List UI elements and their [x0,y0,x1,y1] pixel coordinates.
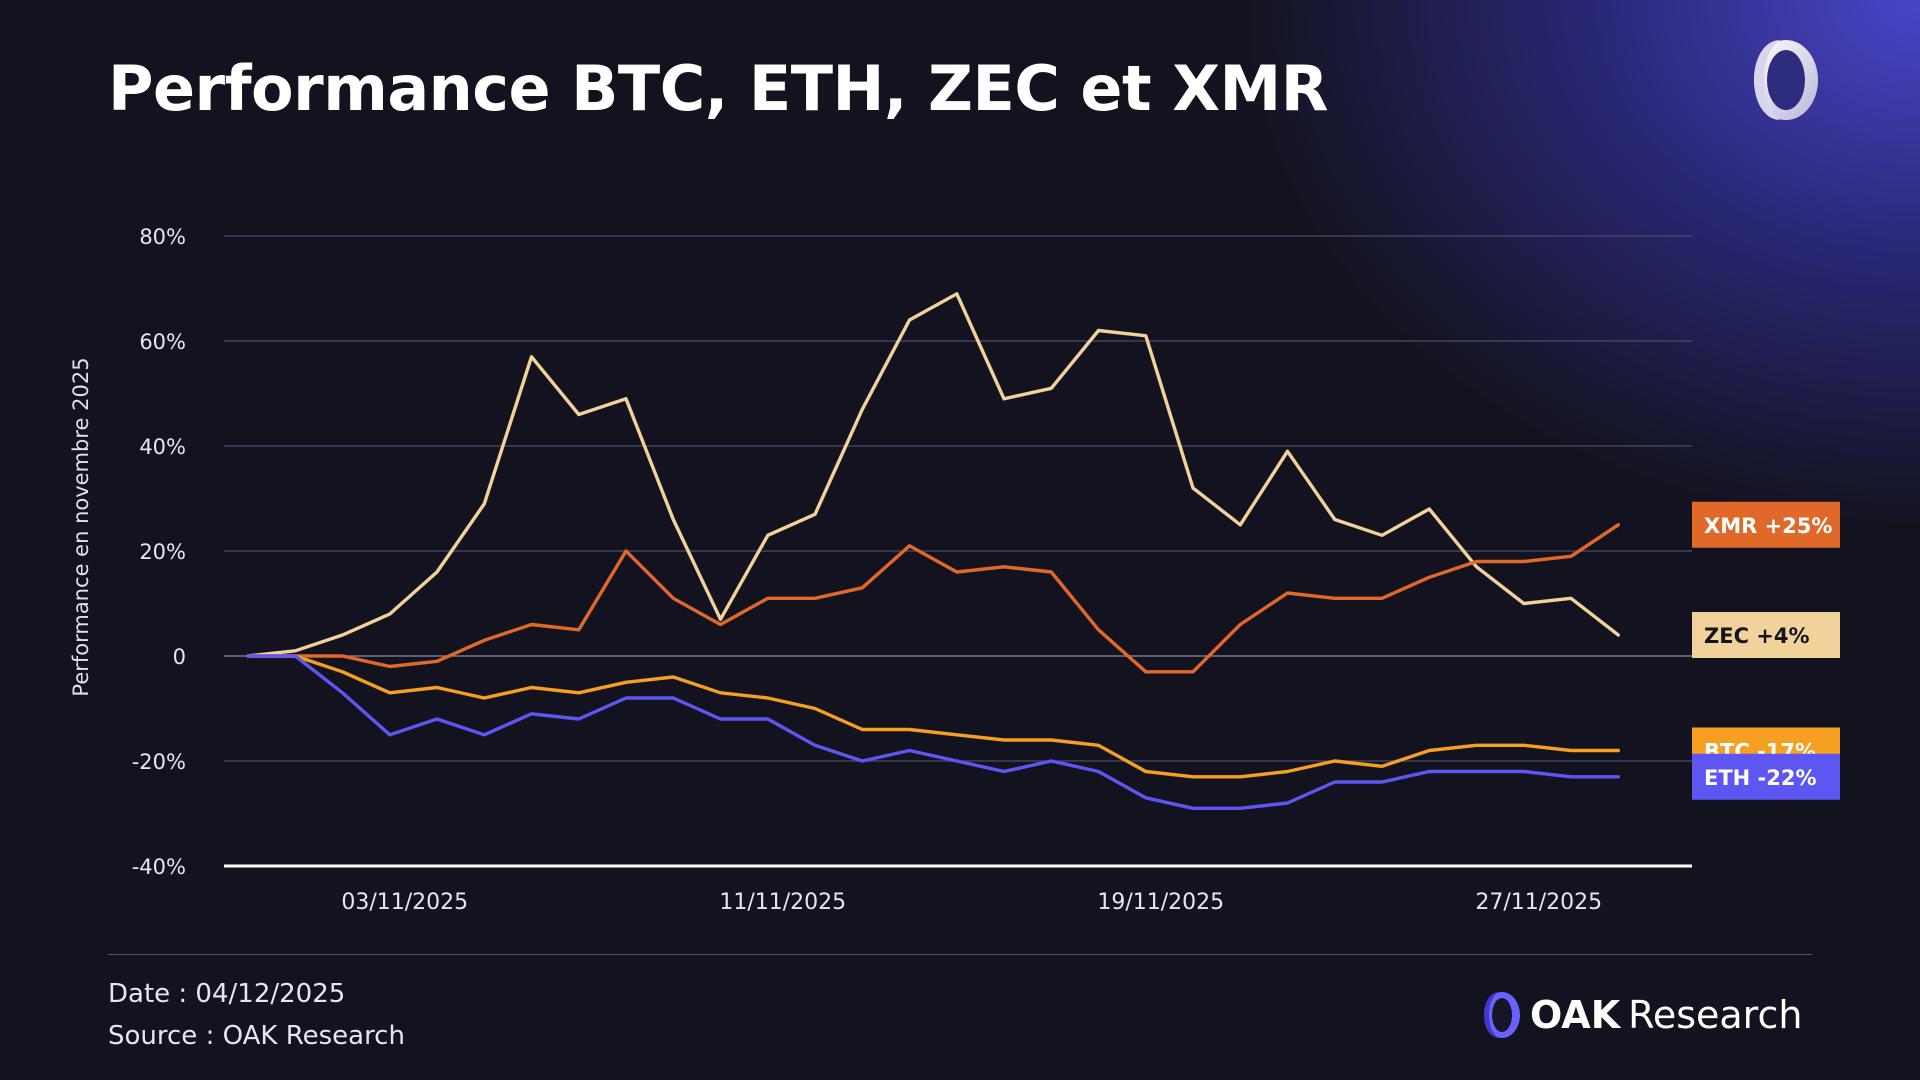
series-line-btc [246,654,1621,779]
end-label-text: ZEC +4% [1704,624,1810,648]
oak-ring-logo-icon [1754,40,1818,120]
end-label-zec: ZEC +4% [1692,612,1840,658]
end-label-xmr: XMR +25% [1692,501,1840,548]
x-tick-label: 27/11/2025 [1475,890,1602,915]
series-lines [246,292,1621,810]
y-tick-label: 40% [139,435,186,459]
footer-divider [108,954,1812,955]
y-tick-label: -20% [132,750,186,774]
x-tick-label: 03/11/2025 [341,890,468,915]
y-axis-title: Performance en novembre 2025 [69,357,93,696]
y-tick-label: 0 [173,645,186,669]
x-tick-label: 19/11/2025 [1097,890,1224,915]
x-tick-labels: 03/11/2025 11/11/2025 19/11/2025 27/11/2025 [341,890,1602,915]
end-label-eth: ETH -22% [1692,753,1840,800]
end-labels: ZEC +4%XMR +25%BTC -17%ETH -22% [1692,501,1840,800]
brand-logo: OAK Research [1478,988,1802,1042]
brand-name-part1: OAK [1530,993,1621,1037]
brand-name-part2: Research [1628,993,1803,1037]
y-tick-labels: -40% -20% 0 20% 40% 60% 80% [132,225,186,879]
oak-ring-mark-icon [1484,992,1520,1038]
y-tick-label: 20% [139,540,186,564]
y-tick-label: 80% [139,225,186,249]
chart-title: Performance BTC, ETH, ZEC et XMR [108,52,1328,125]
footer-source: Source : OAK Research [108,1021,405,1051]
end-label-box [1692,612,1840,658]
series-line-xmr [246,523,1621,674]
footer-date: Date : 04/12/2025 [108,979,346,1009]
brand-name: OAK Research [1530,993,1802,1037]
end-label-text: XMR +25% [1704,514,1832,538]
end-label-text: ETH -22% [1704,766,1817,790]
y-tick-label: -40% [132,855,186,879]
end-label-box [1692,753,1840,800]
y-tick-label: 60% [139,330,186,354]
series-line-zec [246,292,1621,658]
end-label-box [1692,501,1840,548]
x-tick-label: 11/11/2025 [719,890,846,915]
series-line-eth [246,654,1621,810]
